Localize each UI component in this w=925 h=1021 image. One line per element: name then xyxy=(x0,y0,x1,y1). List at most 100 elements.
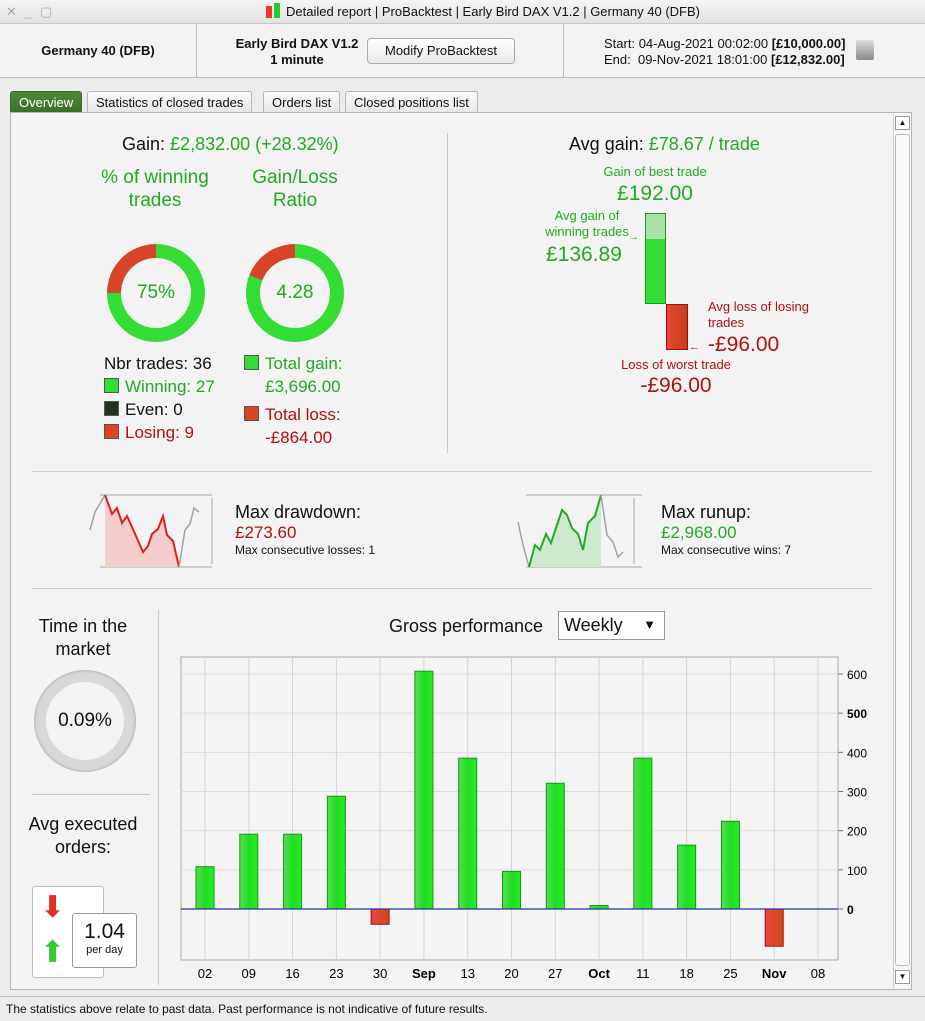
time-in-market-donut: 0.09% xyxy=(34,670,136,772)
start-capital: [£10,000.00] xyxy=(771,36,846,51)
x-tick-label: Oct xyxy=(588,966,610,981)
scroll-thumb[interactable] xyxy=(895,134,910,966)
avg-win-value: £136.89 xyxy=(546,243,622,266)
avg-orders-unit: per day xyxy=(86,944,123,956)
arrow-right-icon: → xyxy=(628,231,639,243)
x-tick-label: 30 xyxy=(373,966,387,981)
time-in-market-value: 0.09% xyxy=(46,682,124,760)
avg-loss-label: Avg loss of losing trades xyxy=(708,299,809,330)
start-label: Start: xyxy=(604,36,636,51)
even-swatch-icon xyxy=(104,401,119,416)
start-date: 04-Aug-2021 00:02:00 xyxy=(638,36,769,51)
x-tick-label: 27 xyxy=(548,966,562,981)
x-tick-label: 16 xyxy=(285,966,299,981)
y-tick-label: 500 xyxy=(847,707,867,721)
total-loss-value: -£864.00 xyxy=(265,428,333,447)
losing-bar xyxy=(666,304,688,350)
disclaimer: The statistics above relate to past data… xyxy=(0,996,925,1021)
winning-bar xyxy=(645,213,666,304)
worst-trade-value: -£96.00 xyxy=(640,374,712,397)
y-tick-label: 0 xyxy=(847,903,854,917)
tab-statistics-of-closed-trades[interactable]: Statistics of closed trades xyxy=(87,91,253,113)
winning-count: Winning: 27 xyxy=(125,377,215,396)
bar-positive xyxy=(195,866,215,910)
period-select[interactable]: Weekly ▼ xyxy=(558,611,665,640)
x-tick-label: Nov xyxy=(762,966,787,981)
end-capital: [£12,832.00] xyxy=(770,52,845,67)
arrow-down-icon: ⬇ xyxy=(40,891,66,924)
best-trade-label: Gain of best trade xyxy=(603,164,707,179)
modify-probacktest-button[interactable]: Modify ProBacktest xyxy=(367,38,515,64)
close-icon[interactable]: ✕ xyxy=(6,4,17,19)
print-icon[interactable] xyxy=(856,40,874,60)
winning-percent: 75% xyxy=(121,258,191,328)
x-tick-label: 20 xyxy=(504,966,518,981)
gross-performance-chart: 600 500 400 300 200 100 0 02 09 16 23 30 Sep 13 20 27 Oc… xyxy=(180,656,867,981)
vertical-scrollbar[interactable]: ▲ ▼ xyxy=(893,114,911,988)
avg-loss-value: -£96.00 xyxy=(708,333,780,356)
chevron-down-icon: ▼ xyxy=(643,617,656,632)
bar-positive xyxy=(545,782,565,910)
total-loss-label: Total loss: xyxy=(265,405,341,424)
runup-sparkline xyxy=(517,494,642,568)
arrow-left-icon: ← xyxy=(689,341,700,353)
tab-orders-list[interactable]: Orders list xyxy=(263,91,341,113)
time-in-market-title: Time in the market xyxy=(38,616,128,659)
max-consecutive-wins: Max consecutive wins: 7 xyxy=(661,543,792,557)
bar-positive xyxy=(458,757,478,910)
x-tick-label: 18 xyxy=(679,966,693,981)
bar-negative xyxy=(764,908,784,947)
y-tick-label: 400 xyxy=(847,746,867,760)
avg-orders-value: 1.04 xyxy=(84,920,125,943)
bar-positive xyxy=(720,820,740,910)
avg-gain: Avg gain: £78.67 / trade xyxy=(569,134,760,154)
end-date: 09-Nov-2021 18:01:00 xyxy=(637,52,768,67)
nbr-trades: Nbr trades: 36 xyxy=(104,354,212,373)
x-tick-label: Sep xyxy=(412,966,436,981)
candlestick-icon xyxy=(266,6,272,18)
minimize-icon[interactable]: _ xyxy=(24,4,32,19)
even-count: Even: 0 xyxy=(125,400,183,419)
worst-trade-label: Loss of worst trade xyxy=(621,357,731,372)
ratio-donut: 4.28 xyxy=(246,244,344,342)
ratio-value: 4.28 xyxy=(260,258,330,328)
plot-area xyxy=(180,656,839,961)
winning-title: % of winning trades xyxy=(101,167,209,211)
strategy-name: Early Bird DAX V1.2 xyxy=(235,36,359,51)
gain-value: £2,832.00 (+28.32%) xyxy=(170,134,339,154)
tab-closed-positions-list[interactable]: Closed positions list xyxy=(345,91,478,113)
window-title: Detailed report | ProBacktest | Early Bi… xyxy=(286,4,701,19)
y-tick-label: 200 xyxy=(847,825,867,839)
scroll-down-icon[interactable]: ▼ xyxy=(895,970,910,984)
x-tick-label: 13 xyxy=(460,966,474,981)
avg-gain-value: £78.67 / trade xyxy=(648,134,760,154)
bar-positive xyxy=(239,833,259,910)
bar-positive xyxy=(283,833,303,910)
best-trade-value: £192.00 xyxy=(617,182,693,205)
avg-orders-title: Avg executed orders: xyxy=(28,814,138,857)
arrow-up-icon: ⬆ xyxy=(40,936,66,969)
max-drawdown-value: £273.60 xyxy=(235,523,297,542)
title-bar: ✕ _ ▢ Detailed report | ProBacktest | Ea… xyxy=(0,0,925,24)
ratio-title: Gain/Loss Ratio xyxy=(252,167,338,211)
max-consecutive-losses: Max consecutive losses: 1 xyxy=(235,543,376,557)
x-tick-label: 02 xyxy=(198,966,212,981)
timeframe: 1 minute xyxy=(270,52,324,67)
total-gain-swatch-icon xyxy=(244,355,259,370)
total-loss-swatch-icon xyxy=(244,406,259,421)
bar-positive xyxy=(677,844,697,910)
winning-swatch-icon xyxy=(104,378,119,393)
total-gain-label: Total gain: xyxy=(265,354,343,373)
x-tick-label: 11 xyxy=(636,966,650,981)
tab-overview[interactable]: Overview xyxy=(10,91,83,113)
x-tick-label: 09 xyxy=(242,966,256,981)
x-tick-label: 25 xyxy=(723,966,737,981)
losing-swatch-icon xyxy=(104,424,119,439)
bar-positive xyxy=(633,757,653,910)
maximize-icon[interactable]: ▢ xyxy=(40,4,53,19)
instrument-name: Germany 40 (DFB) xyxy=(41,43,155,58)
max-drawdown-label: Max drawdown: xyxy=(235,502,362,522)
scroll-up-icon[interactable]: ▲ xyxy=(895,116,910,130)
bar-negative xyxy=(370,908,390,925)
drawdown-sparkline xyxy=(89,494,213,568)
